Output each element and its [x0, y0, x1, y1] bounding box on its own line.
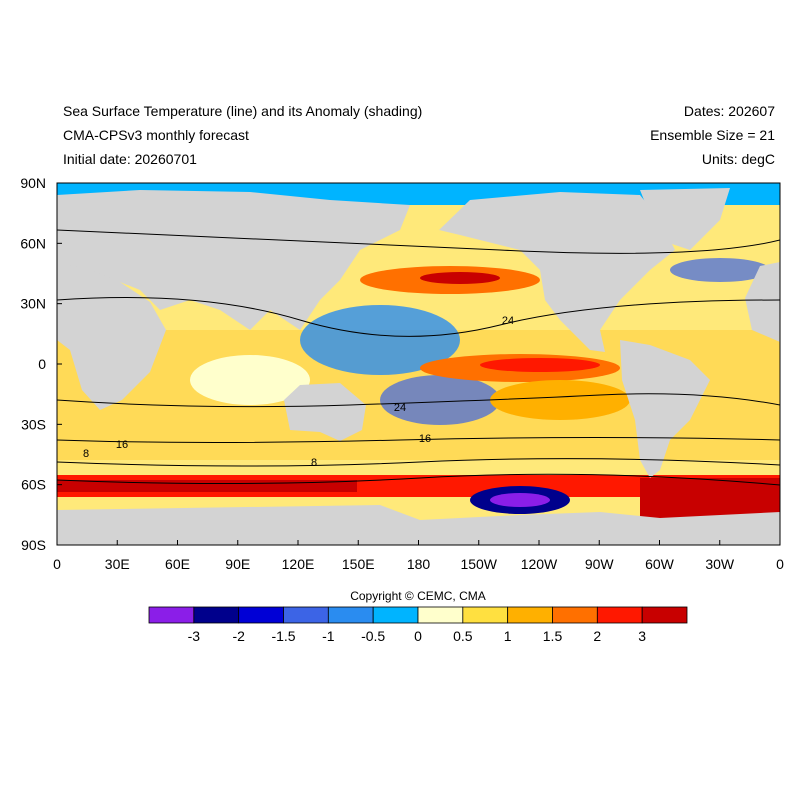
- lon-label: 60E: [165, 556, 190, 572]
- lon-label: 150E: [342, 556, 375, 572]
- lat-label: 0: [38, 356, 46, 372]
- lon-label: 30E: [105, 556, 130, 572]
- colorbar-box: [641, 606, 688, 624]
- colorbar-box: [596, 606, 643, 624]
- contour-label: 24: [394, 402, 406, 414]
- colorbar-box: [193, 606, 240, 624]
- colorbar-label: 1.5: [543, 628, 563, 644]
- lat-label: 60S: [21, 477, 46, 493]
- initial-date: Initial date: 20260701: [63, 151, 197, 167]
- units: Units: degC: [702, 151, 775, 167]
- ensemble-size: Ensemble Size = 21: [650, 127, 775, 143]
- contour-label: 8: [311, 457, 317, 469]
- colorbar-box: [462, 606, 509, 624]
- colorbar-box: [372, 606, 419, 624]
- colorbar-label: 1: [504, 628, 512, 644]
- lon-label: 180: [407, 556, 431, 572]
- colorbar-box: [283, 606, 329, 624]
- lon-label: 30W: [705, 556, 735, 572]
- lon-label: 90W: [585, 556, 615, 572]
- colorbar-box: [148, 606, 195, 624]
- colorbar-label: -1: [322, 628, 335, 644]
- lon-label: 120W: [521, 556, 558, 572]
- lon-label: 60W: [645, 556, 675, 572]
- lat-label: 30N: [20, 296, 46, 312]
- colorbar-box: [507, 606, 553, 624]
- lat-label: 60N: [20, 235, 46, 251]
- colorbar-label: 3: [638, 628, 646, 644]
- lon-label: 120E: [282, 556, 315, 572]
- colorbar-box: [238, 606, 284, 624]
- colorbar-label: -3: [188, 628, 201, 644]
- colorbar-box: [417, 606, 464, 624]
- lon-label: 0: [776, 556, 784, 572]
- lat-label: 30S: [21, 416, 46, 432]
- colorbar-label: 0: [414, 628, 422, 644]
- map: [57, 183, 780, 545]
- dates: Dates: 202607: [684, 103, 775, 119]
- colorbar-label: -1.5: [271, 628, 295, 644]
- colorbar-box: [327, 606, 374, 624]
- lon-label: 150W: [460, 556, 497, 572]
- contour-label: 16: [116, 439, 128, 451]
- lon-label: 0: [53, 556, 61, 572]
- colorbar-label: 0.5: [453, 628, 473, 644]
- subtitle: CMA-CPSv3 monthly forecast: [63, 127, 249, 143]
- colorbar-box: [552, 606, 598, 624]
- title: Sea Surface Temperature (line) and its A…: [63, 103, 422, 119]
- colorbar-label: 2: [593, 628, 601, 644]
- contour-label: 16: [419, 433, 431, 445]
- colorbar-label: -2: [232, 628, 245, 644]
- contour-label: 24: [502, 315, 514, 327]
- copyright: Copyright © CEMC, CMA: [350, 589, 486, 603]
- colorbar-label: -0.5: [361, 628, 385, 644]
- lat-label: 90N: [20, 175, 46, 191]
- lon-label: 90E: [225, 556, 250, 572]
- contour-label: 8: [83, 448, 89, 460]
- lat-label: 90S: [21, 537, 46, 553]
